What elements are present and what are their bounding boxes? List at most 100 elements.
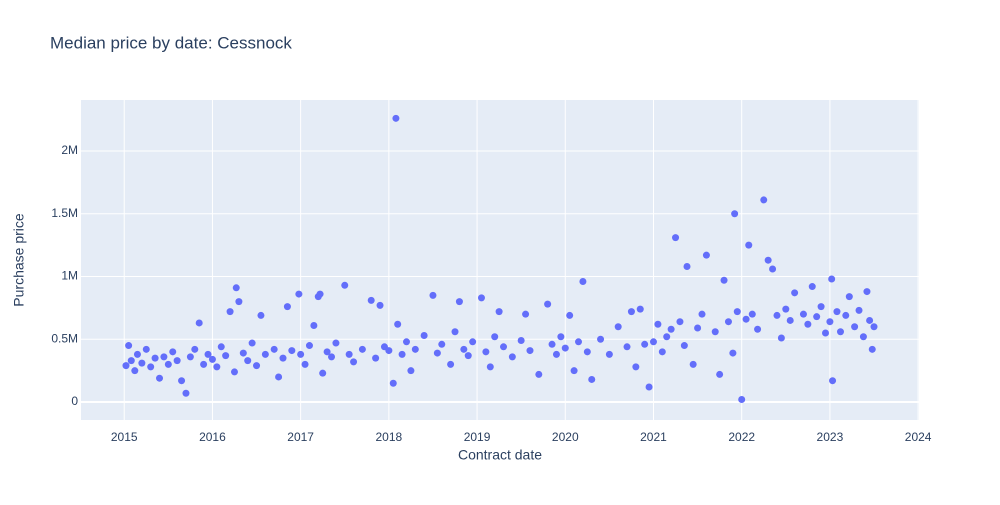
point bbox=[455, 298, 463, 306]
point bbox=[131, 367, 139, 375]
point bbox=[636, 305, 644, 313]
point bbox=[760, 196, 768, 204]
point bbox=[833, 308, 841, 316]
point bbox=[799, 310, 807, 318]
point bbox=[138, 359, 146, 367]
point bbox=[460, 345, 468, 353]
point bbox=[588, 375, 596, 383]
point bbox=[667, 325, 675, 333]
x-tick-label: 2021 bbox=[640, 430, 667, 444]
point bbox=[863, 288, 871, 296]
point bbox=[217, 343, 225, 351]
x-tick-label: 2017 bbox=[287, 430, 314, 444]
point bbox=[808, 283, 816, 291]
point bbox=[222, 352, 230, 360]
point bbox=[641, 340, 649, 348]
point bbox=[288, 347, 296, 355]
point bbox=[851, 323, 859, 331]
point bbox=[720, 276, 728, 284]
point bbox=[270, 345, 278, 353]
point bbox=[328, 353, 336, 361]
point bbox=[711, 328, 719, 336]
point bbox=[597, 335, 605, 343]
point bbox=[526, 347, 534, 355]
point bbox=[605, 350, 613, 358]
point bbox=[173, 357, 181, 365]
point bbox=[649, 338, 657, 346]
x-tick-label: 2016 bbox=[199, 430, 226, 444]
x-tick-label: 2018 bbox=[376, 430, 403, 444]
point bbox=[341, 281, 349, 289]
point bbox=[127, 357, 135, 365]
point bbox=[186, 353, 194, 361]
point bbox=[394, 320, 402, 328]
point bbox=[420, 332, 428, 340]
point bbox=[122, 362, 130, 370]
point bbox=[147, 363, 155, 371]
point bbox=[279, 354, 287, 362]
point bbox=[433, 349, 441, 357]
point bbox=[698, 310, 706, 318]
point bbox=[297, 350, 305, 358]
point bbox=[469, 338, 477, 346]
point bbox=[544, 300, 552, 308]
point bbox=[230, 368, 238, 376]
point bbox=[859, 333, 867, 341]
point bbox=[244, 357, 252, 365]
point bbox=[372, 354, 380, 362]
point bbox=[164, 360, 172, 368]
point bbox=[169, 348, 177, 356]
point bbox=[623, 343, 631, 351]
x-tick-label: 2024 bbox=[905, 430, 932, 444]
point bbox=[200, 360, 208, 368]
point bbox=[658, 348, 666, 356]
point bbox=[694, 324, 702, 332]
point bbox=[208, 355, 216, 363]
point bbox=[828, 275, 836, 283]
point bbox=[566, 311, 574, 319]
point bbox=[160, 353, 168, 361]
point bbox=[389, 379, 397, 387]
point bbox=[283, 303, 291, 311]
point bbox=[253, 362, 261, 370]
point bbox=[522, 310, 530, 318]
point bbox=[614, 323, 622, 331]
point bbox=[842, 311, 850, 319]
x-tick-label: 2022 bbox=[728, 430, 755, 444]
point bbox=[836, 328, 844, 336]
point bbox=[689, 360, 697, 368]
point bbox=[367, 296, 375, 304]
point bbox=[301, 360, 309, 368]
point bbox=[486, 363, 494, 371]
point bbox=[295, 290, 303, 298]
point bbox=[769, 265, 777, 273]
point bbox=[826, 318, 834, 326]
point bbox=[866, 316, 874, 324]
y-tick-label: 1M bbox=[61, 269, 78, 283]
point bbox=[777, 334, 785, 342]
point bbox=[151, 354, 159, 362]
point bbox=[672, 234, 680, 242]
point bbox=[319, 369, 327, 377]
point bbox=[477, 294, 485, 302]
point bbox=[627, 308, 635, 316]
point bbox=[813, 313, 821, 321]
y-tick-label: 0.5M bbox=[51, 331, 78, 345]
point bbox=[248, 339, 256, 347]
point bbox=[632, 363, 640, 371]
point bbox=[754, 325, 762, 333]
point bbox=[683, 262, 691, 270]
point bbox=[305, 342, 313, 350]
point bbox=[583, 348, 591, 356]
point bbox=[645, 383, 653, 391]
point bbox=[239, 349, 247, 357]
point bbox=[579, 278, 587, 286]
point bbox=[821, 329, 829, 337]
point bbox=[552, 350, 560, 358]
point bbox=[447, 360, 455, 368]
point bbox=[232, 284, 240, 292]
x-tick-label: 2015 bbox=[111, 430, 138, 444]
point bbox=[182, 389, 190, 397]
point bbox=[451, 328, 459, 336]
grid bbox=[81, 100, 919, 420]
